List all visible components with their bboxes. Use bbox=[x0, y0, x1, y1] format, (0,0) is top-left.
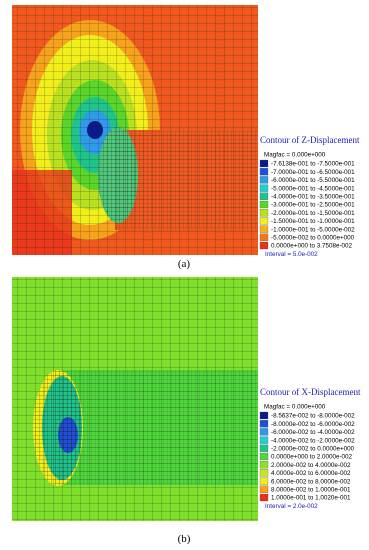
legend-swatch bbox=[259, 184, 269, 192]
legend-title: Contour of Z-Displacement bbox=[260, 135, 360, 145]
legend-interval: Interval = 5.0e-002 bbox=[265, 251, 318, 258]
legend-entry: 2.0000e-002 to 4.0000e-002 bbox=[271, 462, 351, 469]
legend-swatch bbox=[259, 428, 269, 436]
legend-swatch bbox=[259, 159, 269, 168]
contour-plot-b bbox=[12, 277, 258, 521]
legend-swatch bbox=[259, 420, 269, 428]
legend-interval: Interval = 2.0e-002 bbox=[265, 503, 318, 510]
legend-swatch bbox=[259, 493, 269, 502]
contour-plot-a bbox=[12, 5, 258, 255]
legend-magfac: Magfac = 0.000e+000 bbox=[264, 152, 326, 159]
legend-swatch bbox=[259, 217, 269, 225]
legend-entry: -4.0000e-001 to -3.5000e-001 bbox=[271, 193, 355, 200]
legend-swatch bbox=[259, 477, 269, 485]
legend-entry: -6.0000e-001 to -5.5000e-001 bbox=[271, 177, 355, 184]
legend-entry: -2.0000e-002 to 0.0000e+000 bbox=[271, 445, 355, 452]
legend-entry: -3.0000e-001 to -2.5000e-001 bbox=[271, 202, 355, 209]
legend-swatch bbox=[259, 200, 269, 209]
legend-swatch bbox=[259, 176, 269, 184]
legend-entry: 8.0000e-002 to 1.0000e-001 bbox=[271, 486, 351, 493]
legend-swatch bbox=[259, 469, 269, 477]
legend-entry: -6.0000e-002 to -4.0000e-002 bbox=[271, 429, 355, 436]
legend-swatch bbox=[259, 209, 269, 217]
legend-entry: -4.0000e-002 to -2.0000e-002 bbox=[271, 437, 355, 444]
legend-entry: 1.0000e-001 to 1.0020e-001 bbox=[271, 495, 351, 502]
panel-label: (a) bbox=[178, 258, 191, 270]
legend-swatch bbox=[259, 444, 269, 452]
legend-swatch bbox=[259, 461, 269, 469]
legend-swatch bbox=[259, 225, 269, 233]
legend-entry: -5.0000e-002 to 0.0000e+000 bbox=[271, 234, 355, 241]
legend-swatch bbox=[259, 192, 269, 200]
legend-entry: -1.5000e-001 to -1.0000e-001 bbox=[271, 218, 355, 225]
legend-entry: -8.5637e-002 to -8.0000e-002 bbox=[271, 413, 355, 420]
panel-label: (b) bbox=[178, 533, 191, 545]
legend-title: Contour of X-Displacement bbox=[260, 387, 361, 397]
legend-entry: -1.0000e-001 to -5.0000e-002 bbox=[271, 226, 355, 233]
legend-entry: -7.0000e-001 to -6.5000e-001 bbox=[271, 169, 355, 176]
legend-swatch bbox=[259, 411, 269, 420]
legend-entry: 0.0000e+000 to 2.0000e-002 bbox=[271, 454, 353, 461]
legend-swatch bbox=[259, 168, 269, 176]
legend-entry: 4.0000e-002 to 6.0000e-002 bbox=[271, 470, 351, 477]
legend-entry: -8.0000e-002 to -6.0000e-002 bbox=[271, 421, 355, 428]
legend-swatch bbox=[259, 485, 269, 493]
legend-swatch bbox=[259, 233, 269, 241]
legend-entry: -2.0000e-001 to -1.5000e-001 bbox=[271, 210, 355, 217]
legend-magfac: Magfac = 0.000e+000 bbox=[264, 404, 326, 411]
legend-entry: -5.0000e-001 to -4.5000e-001 bbox=[271, 185, 355, 192]
legend-swatch bbox=[259, 241, 269, 250]
legend-swatch bbox=[259, 436, 269, 444]
legend-entry: 0.0000e+000 to 3.7508e-002 bbox=[271, 243, 353, 250]
legend-entry: 6.0000e-002 to 8.0000e-002 bbox=[271, 478, 351, 485]
legend-entry: -7.6138e-001 to -7.5000e-001 bbox=[271, 161, 355, 168]
legend-swatch bbox=[259, 452, 269, 461]
